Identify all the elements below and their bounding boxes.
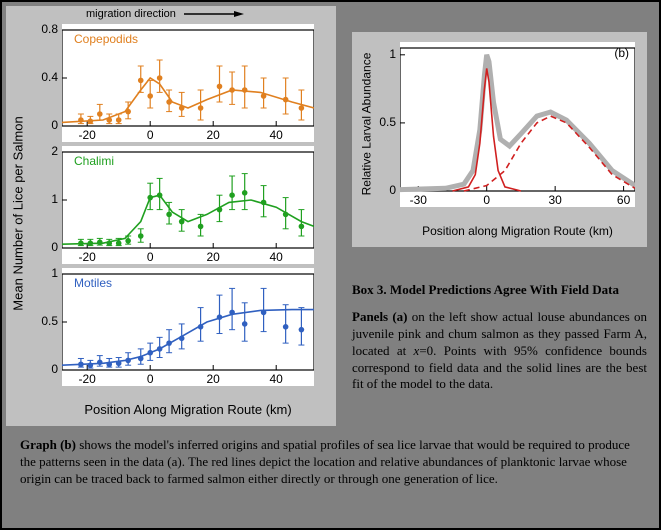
panel-b-background: 00.51-3003060 (b) Relative Larval Abunda… xyxy=(352,32,647,247)
panel-b-ylabel: Relative Larval Abundance xyxy=(360,42,374,207)
chart-chalimi: 012-2002040Chalimi xyxy=(62,146,314,264)
chart-copepodids: 00.40.8-2002040Copepodids xyxy=(62,24,314,142)
caption-bottom: Graph (b) shows the model's inferred ori… xyxy=(20,437,645,488)
panel-a-xlabel: Position Along Migration Route (km) xyxy=(62,402,314,417)
caption-bottom-body: Graph (b) shows the model's inferred ori… xyxy=(20,437,645,488)
chart-larval: 00.51-3003060 xyxy=(400,42,635,207)
migration-label: migration direction xyxy=(86,8,249,20)
box3-title: Box 3. Model Predictions Agree With Fiel… xyxy=(352,282,647,299)
caption-right: Box 3. Model Predictions Agree With Fiel… xyxy=(352,282,647,393)
chart-motiles: 00.51-2002040Motiles xyxy=(62,268,314,386)
caption-right-body: Panels (a) on the left show actual louse… xyxy=(352,309,647,393)
panel-b-label: (b) xyxy=(614,46,629,60)
panel-a-background: migration direction (a) Mean Number of L… xyxy=(6,6,336,426)
panel-b-xlabel: Position along Migration Route (km) xyxy=(400,224,635,238)
panel-a-ylabel: Mean Number of Lice per Salmon xyxy=(11,114,26,314)
